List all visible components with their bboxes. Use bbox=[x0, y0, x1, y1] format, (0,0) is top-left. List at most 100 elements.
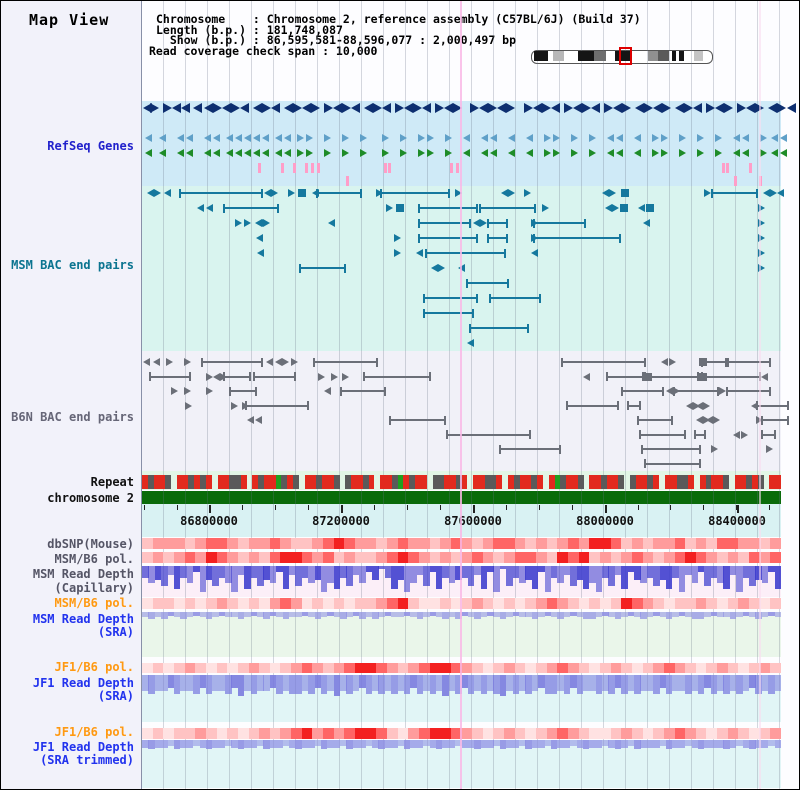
msm-read-depth-sra-bar bbox=[742, 612, 750, 616]
variant-tick bbox=[305, 163, 308, 173]
repeat-segment bbox=[269, 475, 276, 489]
gene-glyph bbox=[481, 149, 488, 157]
msm-b6-pol-2-heatmap-cell bbox=[653, 598, 664, 609]
position-cursor[interactable] bbox=[460, 1, 462, 789]
msm-bac-arrow bbox=[467, 339, 474, 347]
ruler-minor-tick bbox=[374, 505, 376, 510]
msm-read-depth-capillary-bar bbox=[608, 566, 615, 587]
dbsnp-heatmap-cell bbox=[514, 538, 526, 549]
jf1-b6-pol-1-heatmap-cell bbox=[376, 663, 388, 673]
msm-read-depth-sra-bar bbox=[269, 612, 277, 616]
jf1-b6-pol-2-heatmap-cell bbox=[323, 728, 334, 739]
dbsnp-heatmap-cell bbox=[685, 538, 696, 549]
msm-b6-pol-1-heatmap-cell bbox=[461, 552, 473, 563]
gene-glyph bbox=[204, 103, 213, 113]
gene-glyph bbox=[284, 103, 293, 113]
jf1-read-depth-trimmed-bar bbox=[314, 740, 322, 746]
gene-glyph bbox=[508, 134, 515, 142]
gene-glyph bbox=[222, 103, 231, 113]
dbsnp-heatmap-cell bbox=[397, 538, 409, 549]
repeat-segment bbox=[676, 475, 683, 489]
jf1-b6-pol-2-heatmap-cell bbox=[301, 728, 313, 739]
jf1-b6-pol-2-heatmap-cell bbox=[333, 728, 345, 739]
msm-b6-pol-2-heatmap-cell bbox=[610, 598, 622, 609]
msm-b6-pol-2-heatmap-cell bbox=[717, 598, 728, 609]
jf1-read-depth-sra-bar bbox=[570, 675, 577, 689]
msm-read-depth-sra-bar bbox=[634, 612, 641, 618]
jf1-b6-pol-2-heatmap-cell bbox=[738, 728, 750, 739]
msm-bac-bowtie bbox=[473, 219, 480, 227]
repeat-segment bbox=[641, 475, 648, 489]
msm-read-depth-capillary-bar bbox=[761, 566, 769, 584]
msm-b6-pol-1-heatmap-cell bbox=[408, 552, 419, 563]
msm-read-depth-capillary-bar bbox=[493, 566, 500, 592]
repeat-segment bbox=[653, 475, 660, 489]
msm-read-depth-sra-bar bbox=[557, 612, 564, 620]
msm-read-depth-sra-bar bbox=[308, 612, 315, 618]
msm-bac-bowtie bbox=[770, 189, 777, 197]
msm-read-depth-capillary-bar bbox=[729, 566, 737, 575]
jf1-read-depth-sra-bar bbox=[378, 675, 385, 694]
gene-glyph bbox=[506, 103, 515, 113]
msm-b6-pol-1-heatmap-cell bbox=[759, 552, 771, 563]
b6n-bac-pair bbox=[606, 372, 644, 381]
gene-glyph bbox=[422, 103, 431, 113]
msm-bac-bowtie bbox=[480, 219, 487, 227]
dbsnp-heatmap-cell bbox=[493, 538, 505, 549]
jf1-b6-pol-1-heatmap-cell bbox=[259, 663, 270, 673]
dbsnp-heatmap-cell bbox=[301, 538, 313, 549]
jf1-read-depth-trimmed-bar bbox=[563, 740, 571, 748]
ruler-minor-tick bbox=[571, 505, 573, 510]
msm-read-depth-sra-bar bbox=[525, 612, 532, 618]
jf1-b6-pol-1-heatmap-cell bbox=[536, 663, 547, 673]
jf1-b6-pol-1-heatmap-cell bbox=[482, 663, 494, 673]
jf1-read-depth-trimmed-bar bbox=[749, 740, 756, 750]
b6n-bac-arrow bbox=[247, 416, 254, 424]
msm-read-depth-capillary-bar bbox=[678, 566, 686, 592]
msm-b6-pol-2-heatmap-cell bbox=[280, 598, 292, 609]
jf1-b6-pol-1-heatmap-cell bbox=[408, 663, 419, 673]
gene-glyph bbox=[373, 103, 382, 113]
b6n-bac-pair bbox=[313, 357, 378, 367]
msm-b6-pol-1-heatmap-cell bbox=[429, 552, 441, 563]
gene-glyph bbox=[524, 103, 533, 113]
dbsnp-heatmap-cell bbox=[578, 538, 590, 549]
gene-glyph bbox=[262, 103, 271, 113]
jf1-b6-pol-2-heatmap-cell bbox=[397, 728, 409, 739]
msm-read-depth-capillary-bar bbox=[327, 566, 334, 584]
jf1-read-depth-sra-bar bbox=[499, 675, 507, 697]
jf1-b6-pol-2-heatmap-cell bbox=[344, 728, 356, 739]
msm-b6-pol-1-heatmap-cell bbox=[248, 552, 260, 563]
ruler-minor-tick bbox=[637, 505, 639, 510]
msm-b6-pol-1-heatmap-cell bbox=[152, 552, 164, 563]
ideogram-band bbox=[578, 51, 594, 61]
jf1-b6-pol-1-heatmap-cell bbox=[642, 663, 654, 673]
repeat-segment bbox=[775, 475, 782, 489]
repeat-segment bbox=[705, 475, 712, 489]
jf1-read-depth-sra-bar bbox=[212, 675, 219, 691]
jf1-b6-pol-2-heatmap-cell bbox=[365, 728, 377, 739]
jf1-b6-pol-2-heatmap-cell bbox=[749, 728, 760, 739]
b6n-bac-arrow bbox=[669, 358, 676, 366]
msm-read-depth-capillary-bar bbox=[455, 566, 462, 581]
jf1-b6-pol-1-heatmap-cell bbox=[142, 663, 153, 673]
msm-read-depth-sra-bar bbox=[365, 612, 373, 618]
jf1-read-depth-sra-bar bbox=[774, 675, 782, 691]
gene-glyph bbox=[231, 103, 240, 113]
msm-b6-pol-2-heatmap-cell bbox=[227, 598, 238, 609]
jf1-read-depth-sra-bar bbox=[448, 675, 456, 691]
repeat-segment bbox=[409, 475, 416, 489]
gene-glyph bbox=[284, 149, 291, 157]
jf1-read-depth-trimmed-bar bbox=[250, 740, 258, 748]
msm-read-depth-sra-bar bbox=[704, 612, 711, 618]
position-cursor[interactable] bbox=[759, 1, 761, 789]
msm-read-depth-capillary-bar bbox=[602, 566, 609, 578]
jf1-read-depth-trimmed-bar bbox=[710, 740, 718, 748]
jf1-read-depth-trimmed-bar bbox=[557, 740, 564, 748]
b6n-bac-pair bbox=[637, 415, 673, 425]
msm-bac-arrow bbox=[256, 234, 263, 242]
repeat-segment bbox=[606, 475, 613, 489]
jf1-b6-pol-1-heatmap-cell bbox=[695, 663, 707, 673]
msm-bac-arrow bbox=[455, 189, 462, 197]
msm-b6-pol-1-heatmap-cell bbox=[333, 552, 345, 563]
